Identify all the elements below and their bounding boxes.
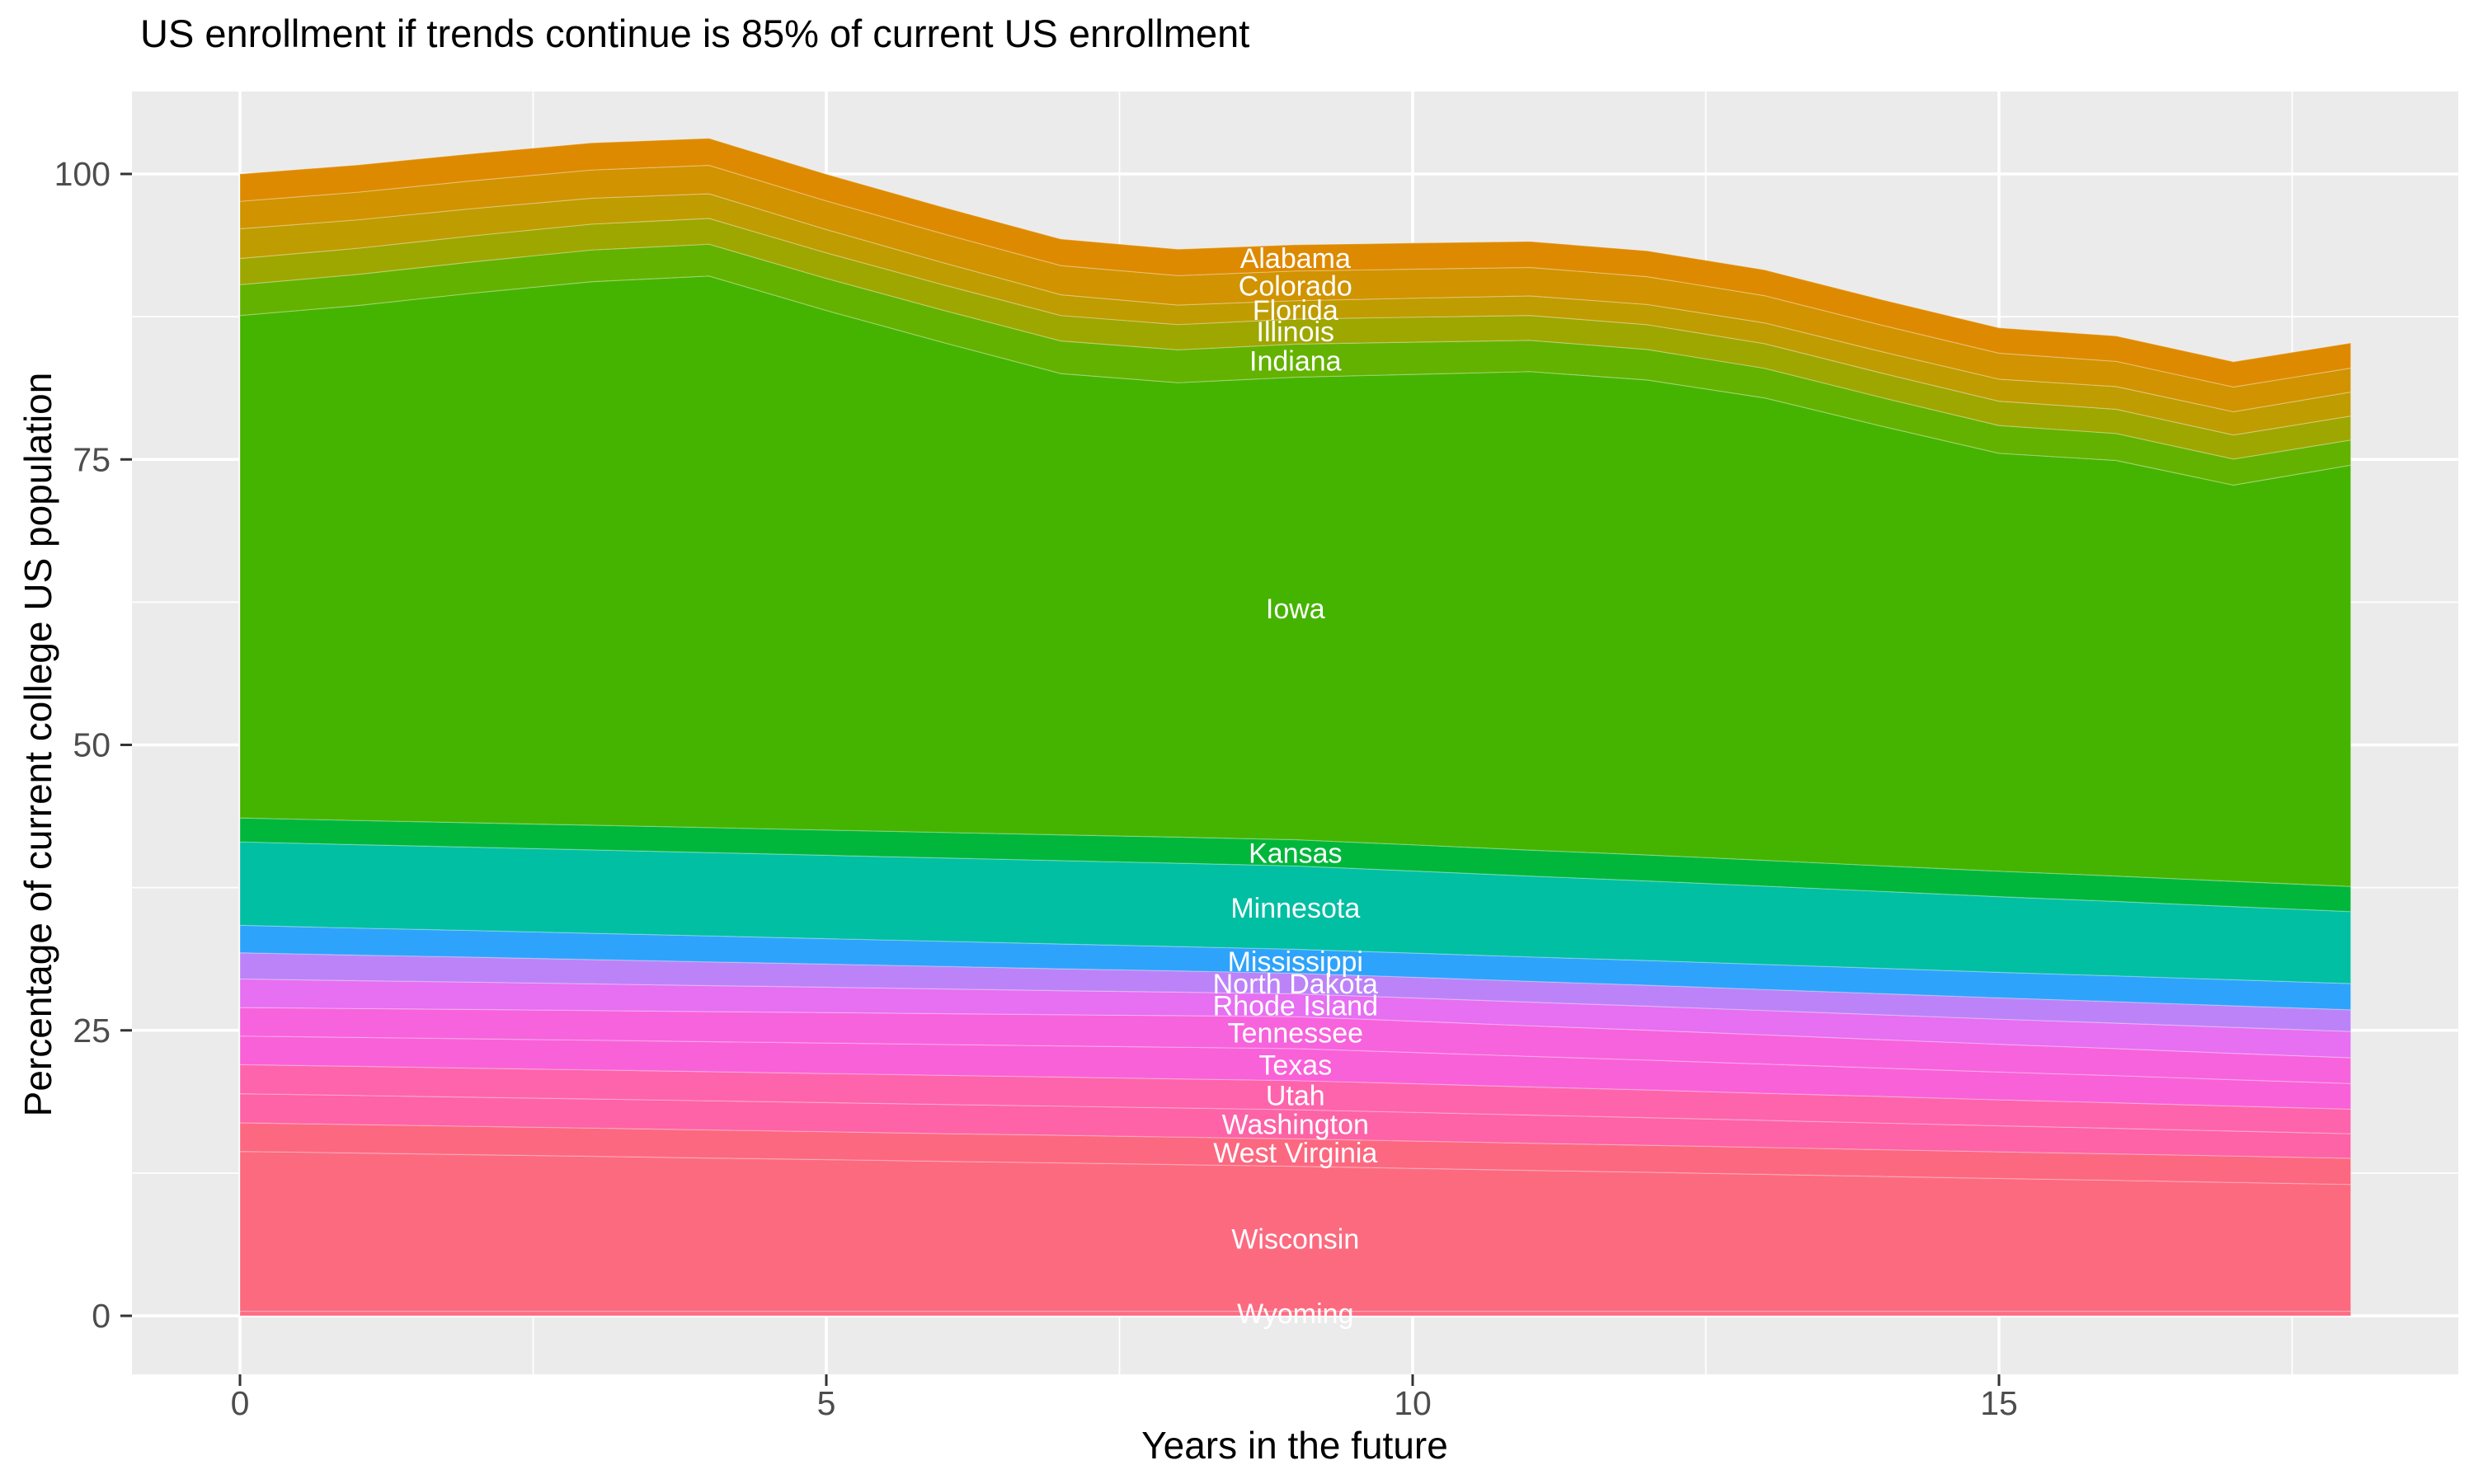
state-label-washington: Washington [1222,1110,1369,1141]
y-tick-label: 0 [92,1297,111,1335]
state-label-florida: Florida [1253,295,1338,326]
x-tick-label: 10 [1394,1384,1432,1422]
y-tick-label: 25 [73,1012,111,1050]
area-alabama [239,138,2352,388]
state-label-colorado: Colorado [1239,271,1352,303]
state-label-mississippi: Mississippi [1228,946,1363,978]
state-label-kansas: Kansas [1249,838,1342,869]
y-tick-label: 100 [54,155,111,193]
y-axis-tick-labels: 0 25 50 75 100 [54,155,111,1335]
state-label-wisconsin: Wisconsin [1231,1224,1359,1256]
state-label-west-virginia: West Virginia [1213,1138,1377,1169]
x-axis-tick-labels: 0 5 10 15 [231,1384,2018,1422]
stacked-area-series [239,138,2352,1317]
state-label-iowa: Iowa [1266,594,1325,625]
y-tick-label: 75 [73,440,111,478]
x-axis-title: Years in the future [1141,1424,1448,1467]
plot-title: US enrollment if trends continue is 85% … [140,12,1249,55]
x-tick-label: 5 [817,1384,836,1422]
state-label-minnesota: Minnesota [1230,893,1360,924]
state-label-rhode-island: Rhode Island [1213,990,1378,1021]
y-tick-label: 50 [73,726,111,764]
state-label-illinois: Illinois [1257,317,1334,348]
y-axis-title: Percentage of current college US populat… [16,373,59,1117]
state-label-wyoming: Wyoming [1237,1298,1353,1330]
state-label-utah: Utah [1266,1080,1325,1111]
axis-tick-marks [120,172,2001,1386]
state-label-indiana: Indiana [1249,345,1342,377]
state-label-texas: Texas [1258,1050,1332,1081]
x-tick-label: 0 [231,1384,250,1422]
state-label-alabama: Alabama [1240,243,1351,275]
state-label-north-dakota: North Dakota [1213,969,1378,1000]
x-tick-label: 15 [1980,1384,2018,1422]
state-label-tennessee: Tennessee [1228,1018,1363,1050]
